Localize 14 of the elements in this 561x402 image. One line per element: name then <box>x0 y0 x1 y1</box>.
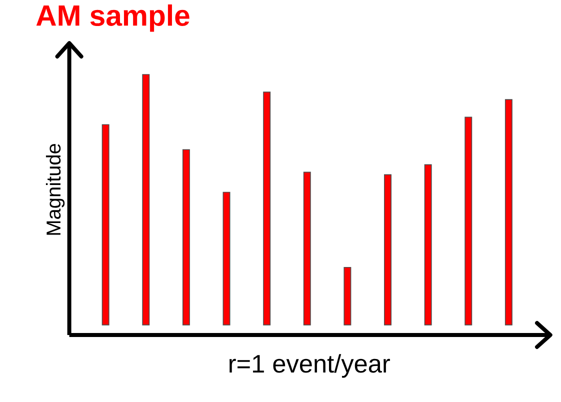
bar <box>464 116 472 326</box>
bar <box>384 174 392 326</box>
bar <box>102 124 110 326</box>
bar <box>263 92 271 326</box>
bar <box>504 99 512 326</box>
bar <box>424 164 432 326</box>
y-axis-title: Magnitude <box>46 144 65 235</box>
bar <box>182 149 190 326</box>
bar <box>303 172 311 326</box>
bar <box>344 267 352 326</box>
bar <box>142 74 150 326</box>
bar <box>222 192 230 326</box>
chart-title: AM sample <box>36 4 190 32</box>
x-axis-title: r=1 event/year <box>230 354 390 378</box>
